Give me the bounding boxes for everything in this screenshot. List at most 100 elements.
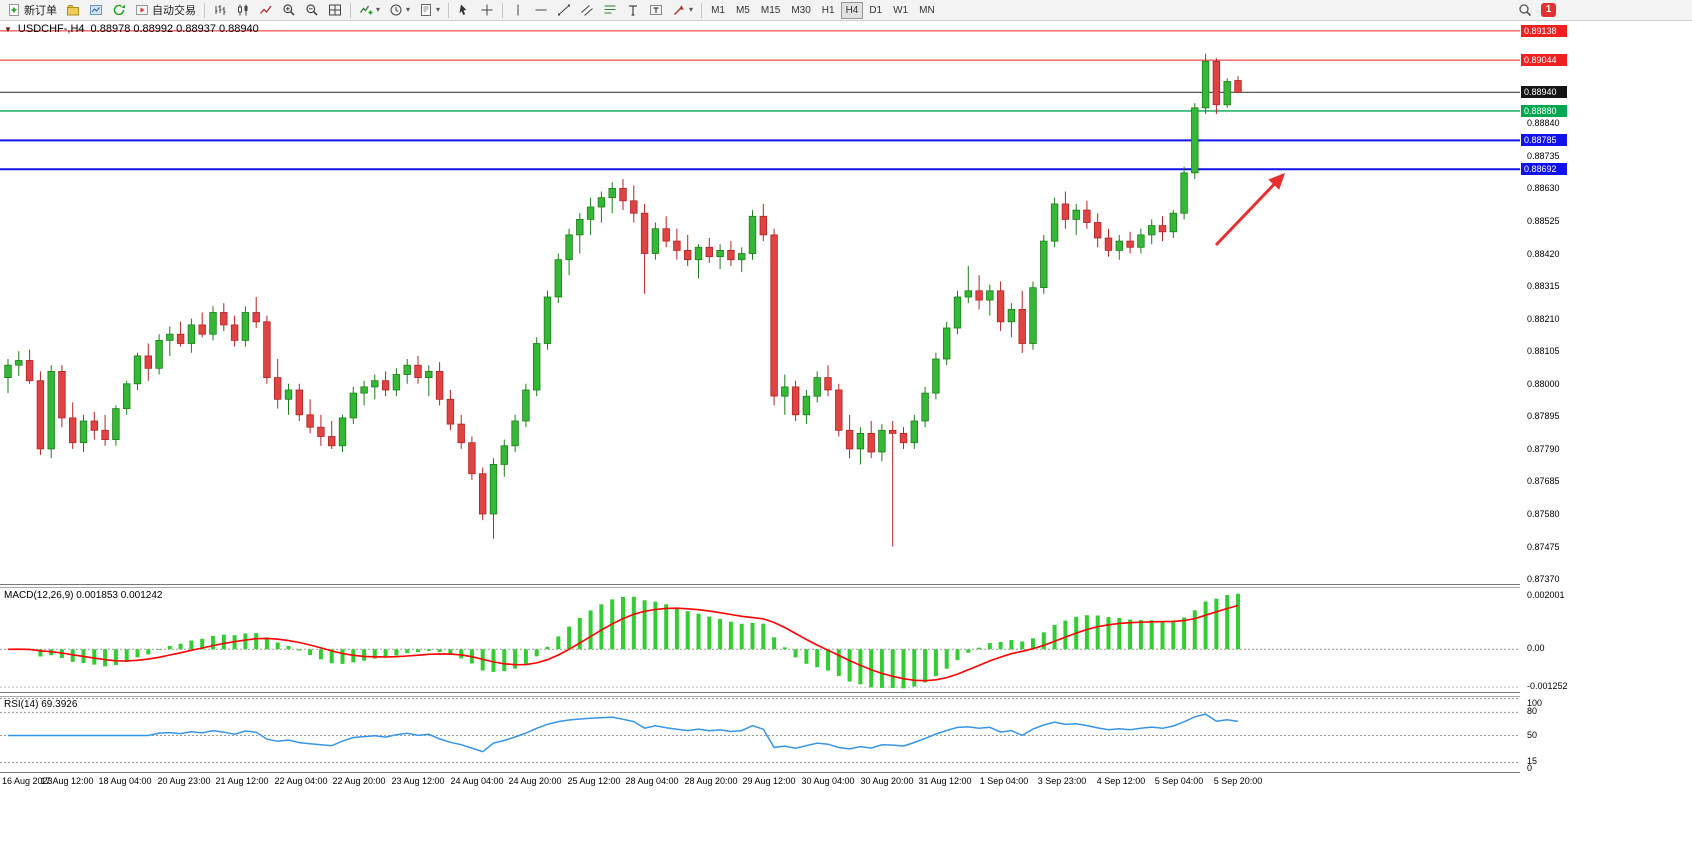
timeframe-m30-button[interactable]: M30 <box>786 2 815 19</box>
timeframe-m1-button[interactable]: M1 <box>706 2 730 19</box>
time-tick-label: 16 Aug 2023 <box>2 776 53 786</box>
hline-price-label: 0.88880 <box>1521 105 1567 117</box>
timeframe-m15-button[interactable]: M15 <box>756 2 785 19</box>
bars-chart-button[interactable] <box>209 1 231 20</box>
candles-layer <box>4 53 1242 547</box>
chart-symbol-period: USDCHF-,H4 <box>17 23 85 35</box>
rsi-line <box>8 713 1239 753</box>
trendline-icon <box>558 4 571 16</box>
bars-chart-icon <box>215 5 226 15</box>
timeframe-d1-button[interactable]: D1 <box>864 2 887 19</box>
arrow-objects-button[interactable]: ▾ <box>668 1 697 20</box>
candlestick-chart-icon <box>238 4 248 16</box>
text-label-tool-button[interactable] <box>645 1 667 20</box>
hline-price-label: 0.89138 <box>1521 25 1567 37</box>
rsi-label: RSI(14) 69.3926 <box>4 699 78 710</box>
price-tick-label: 0.87475 <box>1527 542 1560 552</box>
chart-ohlc-readout: 0.88978 0.88992 0.88937 0.88940 <box>90 23 259 35</box>
cursor-icon <box>459 4 467 15</box>
toolbar-separator <box>502 2 504 18</box>
timeframe-h4-button[interactable]: H4 <box>840 1 864 19</box>
clock-icon <box>390 4 402 16</box>
horizontal-line-tool-button[interactable] <box>530 1 552 20</box>
market-watch-button[interactable] <box>85 1 107 20</box>
candlestick-chart-button[interactable] <box>232 1 254 20</box>
toolbar-separator <box>204 2 205 18</box>
notification-badge[interactable]: 1 <box>1541 3 1556 17</box>
timeframe-m5-button[interactable]: M5 <box>731 2 755 19</box>
price-tick-label: 0.88630 <box>1527 183 1560 193</box>
macd-scale-zero: 0.00 <box>1527 643 1545 653</box>
market-watch-icon <box>90 5 102 15</box>
rsi-canvas[interactable] <box>0 696 1520 773</box>
price-tick-label: 0.88000 <box>1527 379 1560 389</box>
channel-tool-button[interactable] <box>576 1 598 20</box>
collapse-triangle-icon[interactable]: ▼ <box>4 24 12 34</box>
hline-price-label: 0.88692 <box>1521 163 1567 175</box>
rsi-scale-label: 80 <box>1527 706 1538 716</box>
zoom-out-button[interactable] <box>301 1 323 20</box>
autotrading-label: 自动交易 <box>152 5 196 17</box>
crosshair-icon <box>481 4 493 16</box>
templates-button[interactable]: ▾ <box>415 1 444 20</box>
hline-price-label: 0.89044 <box>1521 54 1567 66</box>
zoom-in-button[interactable] <box>278 1 300 20</box>
autotrading-button[interactable]: 自动交易 <box>131 1 200 20</box>
toolbar-separator <box>701 2 703 18</box>
trendline-tool-button[interactable] <box>553 1 575 20</box>
rsi-scale-label: 100 <box>1527 698 1543 708</box>
zoom-out-icon <box>306 4 318 16</box>
crosshair-button[interactable] <box>476 1 498 20</box>
indicators-icon <box>359 5 373 15</box>
price-axis[interactable]: 0.88840 0.88735 0.88630 0.88525 0.88420 0.883… <box>1520 21 1692 781</box>
new-order-label: 新订单 <box>24 5 57 17</box>
profiles-button[interactable] <box>62 1 84 20</box>
time-axis[interactable]: 16 Aug 2023 17 Aug 12:00 18 Aug 04:00 20 Au… <box>0 776 1520 792</box>
text-icon <box>629 5 638 16</box>
rsi-scale-label: 0 <box>1527 763 1533 773</box>
time-tick-label: 5 Sep 04:00 <box>1154 776 1204 786</box>
line-chart-icon <box>260 5 272 14</box>
macd-signal-line <box>7 604 1239 682</box>
price-tick-label: 0.88420 <box>1527 249 1560 259</box>
time-tick-label: 18 Aug 04:00 <box>98 776 152 786</box>
macd-canvas[interactable] <box>0 587 1520 693</box>
vertical-line-icon <box>517 4 519 16</box>
time-tick-label: 24 Aug 20:00 <box>508 776 562 786</box>
fibonacci-icon <box>604 5 616 14</box>
time-tick-label: 30 Aug 04:00 <box>801 776 855 786</box>
price-tick-label: 0.88210 <box>1527 314 1560 324</box>
timeframe-h1-button[interactable]: H1 <box>817 2 840 19</box>
price-tick-label: 0.87790 <box>1527 444 1560 454</box>
refresh-button[interactable] <box>108 1 130 20</box>
time-tick-label: 28 Aug 04:00 <box>625 776 679 786</box>
tile-windows-icon <box>329 4 341 16</box>
time-tick-label: 23 Aug 12:00 <box>391 776 445 786</box>
time-tick-label: 22 Aug 20:00 <box>332 776 386 786</box>
toolbar-separator <box>350 2 351 18</box>
time-tick-label: 17 Aug 12:00 <box>40 776 94 786</box>
timeframe-mn-button[interactable]: MN <box>914 2 940 19</box>
cursor-button[interactable] <box>453 1 475 20</box>
zoom-in-icon <box>283 4 295 16</box>
price-tick-label: 0.87685 <box>1527 476 1560 486</box>
search-button[interactable] <box>1514 1 1536 20</box>
vertical-line-tool-button[interactable] <box>507 1 529 20</box>
line-chart-button[interactable] <box>255 1 277 20</box>
time-tick-label: 3 Sep 23:00 <box>1037 776 1087 786</box>
periods-button[interactable]: ▾ <box>385 1 414 20</box>
timeframe-w1-button[interactable]: W1 <box>888 2 913 19</box>
new-order-button[interactable]: 新订单 <box>3 1 61 20</box>
arrow-object-icon <box>674 5 684 15</box>
indicators-button[interactable]: ▾ <box>355 1 384 20</box>
hline-price-label: 0.88785 <box>1521 134 1567 146</box>
time-tick-label: 4 Sep 12:00 <box>1096 776 1146 786</box>
macd-scale-top: 0.002001 <box>1527 590 1565 600</box>
time-tick-label: 20 Aug 23:00 <box>157 776 211 786</box>
text-tool-button[interactable] <box>622 1 644 20</box>
time-tick-label: 29 Aug 12:00 <box>742 776 796 786</box>
fibonacci-tool-button[interactable] <box>599 1 621 20</box>
macd-label: MACD(12,26,9) 0.001853 0.001242 <box>4 590 163 601</box>
tile-windows-button[interactable] <box>324 1 346 20</box>
price-chart-canvas[interactable] <box>0 21 1520 585</box>
